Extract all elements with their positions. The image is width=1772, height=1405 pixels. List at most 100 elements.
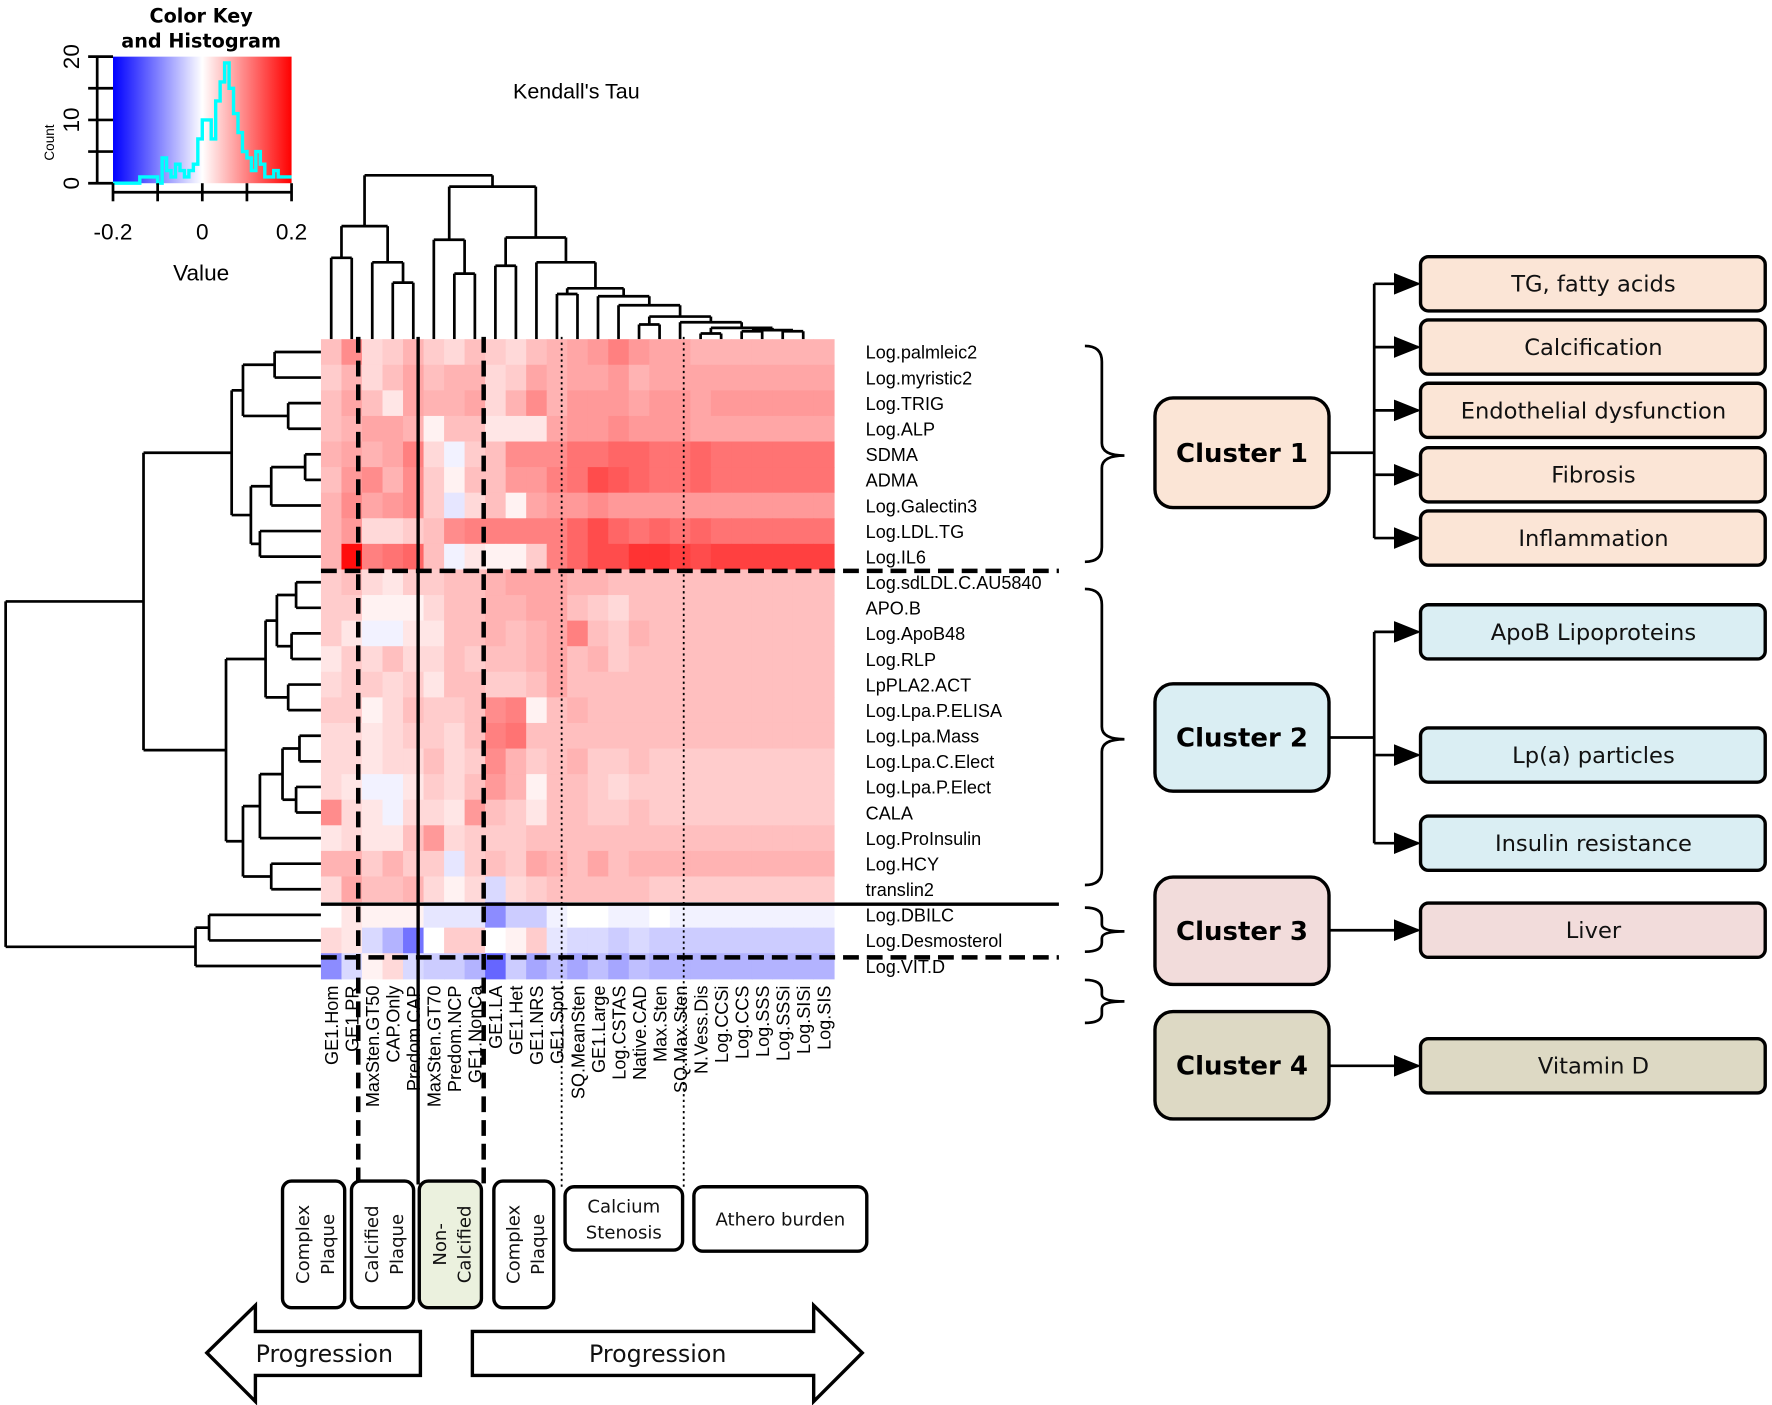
heatmap-cell [567, 902, 589, 929]
column-label: GE1.LA [486, 985, 506, 1049]
heatmap-cell [669, 671, 691, 698]
heatmap-cell [690, 799, 712, 826]
heatmap-cell [792, 492, 815, 519]
heatmap-cell [751, 799, 774, 826]
row-label: Log.ALP [866, 420, 935, 440]
heatmap-cell [485, 876, 507, 903]
heatmap-cell [423, 722, 445, 750]
heatmap-cell [464, 492, 486, 519]
heatmap-cell [567, 390, 589, 417]
heatmap-cell [608, 927, 630, 954]
heatmap-cell [423, 927, 445, 954]
row-label: Log.Lpa.P.ELISA [866, 701, 1003, 721]
heatmap-cell [546, 569, 568, 596]
row-label: CALA [866, 803, 914, 823]
heatmap-cell [567, 748, 589, 775]
heatmap-cell [505, 339, 527, 366]
y-tick-label: 10 [59, 107, 84, 132]
heatmap-cell [669, 595, 691, 622]
target-box [1418, 901, 1767, 960]
heatmap-cell [485, 799, 507, 826]
heatmap-cell [813, 774, 835, 801]
heatmap-cell [567, 364, 589, 391]
heatmap-cell [464, 953, 486, 980]
heatmap-cell [403, 722, 425, 750]
heatmap-cell [361, 339, 384, 366]
heatmap-cell [361, 569, 384, 596]
heatmap-cell [772, 518, 794, 545]
target-label: Vitamin D [1538, 1054, 1649, 1080]
heatmap-cell [361, 876, 384, 903]
heatmap-cell [587, 646, 609, 673]
group-label-line2: Plaque [318, 1214, 339, 1275]
heatmap-cell [751, 876, 774, 903]
heatmap-cell [731, 467, 753, 494]
heatmap-cell [628, 492, 650, 519]
heatmap-cell [485, 722, 507, 750]
heatmap-cell [403, 850, 425, 878]
heatmap-cell [361, 467, 384, 494]
heatmap-cell [710, 390, 732, 417]
heatmap-cell [320, 441, 343, 468]
heatmap-cell [382, 902, 404, 929]
heatmap-cell [690, 671, 712, 698]
heatmap-cell [444, 492, 466, 519]
heatmap-cell [320, 390, 343, 417]
heatmap-cell [731, 492, 753, 519]
heatmap-cell [382, 825, 404, 852]
heatmap-cell [382, 927, 404, 954]
row-label: Log.Lpa.C.Elect [866, 752, 995, 772]
heatmap-cell [526, 722, 548, 750]
heatmap-cell [628, 646, 650, 673]
heatmap-cell [505, 671, 527, 698]
right-arrow-icon [470, 1301, 865, 1405]
row-label: Log.VIT.D [866, 957, 945, 977]
heatmap-cell [464, 467, 486, 494]
heatmap-cell [628, 543, 650, 571]
heatmap-cell [649, 518, 671, 545]
heatmap-cell [772, 876, 794, 903]
heatmap-cell [485, 415, 507, 443]
heatmap-cell [710, 876, 732, 903]
heatmap-cell [669, 569, 691, 596]
heatmap-cell [403, 748, 425, 775]
heatmap-cell [587, 953, 609, 980]
heatmap-cell [320, 518, 343, 545]
heatmap-cell [505, 646, 527, 673]
heatmap-cell [423, 595, 445, 622]
heatmap-cell [628, 825, 650, 852]
heatmap-cell [546, 825, 568, 852]
heatmap-cell [813, 646, 835, 673]
heatmap-cell [813, 339, 835, 366]
heatmap-cell [710, 902, 732, 929]
heatmap-cell [485, 927, 507, 954]
chart-title: Kendall's Tau [513, 79, 640, 103]
heatmap-cell [526, 467, 548, 494]
heatmap-cell [690, 953, 712, 980]
heatmap-cell [792, 697, 815, 724]
column-label: GE1.NRS [527, 986, 547, 1065]
heatmap-cell [731, 722, 753, 750]
heatmap-cell [751, 850, 774, 878]
group-box [417, 1179, 484, 1310]
heatmap-cell [608, 518, 630, 545]
heatmap-cell [649, 697, 671, 724]
heatmap-cell [423, 620, 445, 647]
heatmap-cell [710, 364, 732, 391]
heatmap-cell [587, 902, 609, 929]
heatmap-cell [772, 748, 794, 775]
heatmap-cell [772, 671, 794, 698]
heatmap-cell [772, 364, 794, 391]
heatmap-cell [526, 569, 548, 596]
heatmap-cell [444, 518, 466, 545]
heatmap-cell [587, 415, 609, 443]
row-label: Log.LDL.TG [866, 522, 964, 542]
group-label-line1: Calcium [587, 1197, 660, 1218]
heatmap-cell [608, 364, 630, 391]
heatmap-cell [608, 646, 630, 673]
heatmap-cell [444, 927, 466, 954]
heatmap-cell [649, 671, 671, 698]
column-label: Log.CCS [732, 986, 752, 1059]
cluster-label: Cluster 4 [1176, 1051, 1308, 1081]
heatmap-cell [464, 441, 486, 468]
